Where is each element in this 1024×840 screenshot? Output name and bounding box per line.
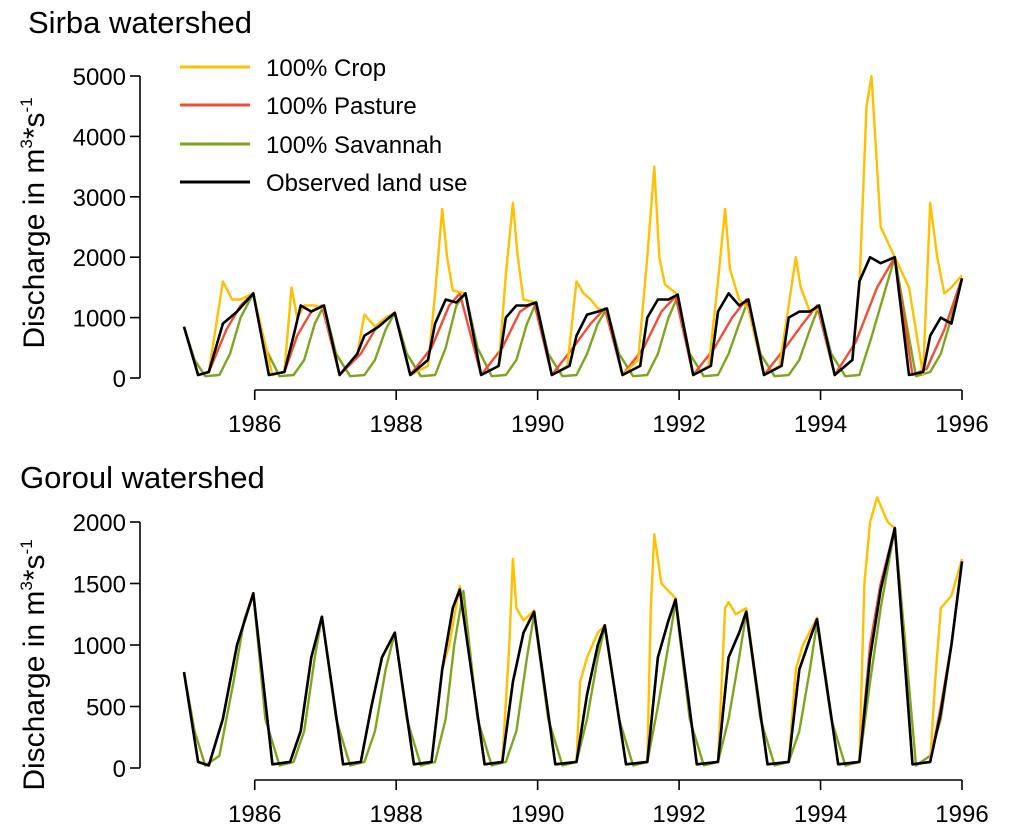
sirba-x-tick-label: 1992 xyxy=(652,411,705,438)
sirba-plot-area xyxy=(182,74,964,378)
sirba-y-tick-label: 5000 xyxy=(73,64,126,91)
legend-label-pasture: 100% Pasture xyxy=(266,93,417,120)
goroul-ylabel-base: Discharge in m xyxy=(18,591,51,791)
sirba-y-tick-label: 3000 xyxy=(73,185,126,212)
goroul-plot-area xyxy=(182,496,964,767)
goroul-y-tick-label: 500 xyxy=(86,695,126,722)
goroul-panel-title: Goroul watershed xyxy=(20,460,265,495)
goroul-ylabel-sup2: -1 xyxy=(17,539,36,554)
sirba-panel-title: Sirba watershed xyxy=(28,5,252,40)
sirba-x-tick-label: 1990 xyxy=(511,411,564,438)
goroul-y-axis-label: Discharge in m3*s-1 xyxy=(17,539,51,790)
sirba-panel: Sirba watershed Discharge in m3*s-1 0 100… xyxy=(17,5,989,438)
goroul-x-tick-label: 1996 xyxy=(935,801,988,828)
sirba-y-tick-label: 1000 xyxy=(73,306,126,333)
legend-label-savannah: 100% Savannah xyxy=(266,132,442,159)
legend-label-observed: Observed land use xyxy=(266,170,467,197)
sirba-y-tick-label: 4000 xyxy=(73,124,126,151)
goroul-y-tick-label: 2000 xyxy=(73,510,126,537)
goroul-axes: 0 500 1000 1500 2000 1986 1988 1990 1992 1994 1996 xyxy=(73,510,989,828)
sirba-ylabel-mid: *s xyxy=(18,112,51,139)
sirba-ylabel-base: Discharge in m xyxy=(18,149,51,349)
sirba-axes: 0 1000 2000 3000 4000 5000 1986 1988 1990 1992 199… xyxy=(73,64,989,438)
sirba-x-tick-label: 1996 xyxy=(935,411,988,438)
sirba-ylabel-sup2: -1 xyxy=(17,97,36,112)
legend: 100% Crop 100% Pasture 100% Savannah Obs… xyxy=(180,55,467,197)
sirba-x-tick-label: 1994 xyxy=(794,411,847,438)
goroul-x-tick-label: 1986 xyxy=(228,801,281,828)
goroul-x-tick-label: 1992 xyxy=(652,801,705,828)
sirba-x-tick-label: 1986 xyxy=(228,411,281,438)
sirba-ylabel-sup1: 3 xyxy=(17,139,36,148)
sirba-y-tick-label: 0 xyxy=(113,366,126,393)
goroul-y-tick-label: 1500 xyxy=(73,572,126,599)
goroul-y-tick-label: 0 xyxy=(113,756,126,783)
goroul-y-tick-label: 1000 xyxy=(73,633,126,660)
goroul-x-tick-label: 1990 xyxy=(511,801,564,828)
sirba-y-tick-label: 2000 xyxy=(73,245,126,272)
goroul-panel: Goroul watershed Discharge in m3*s-1 0 50… xyxy=(17,460,989,828)
goroul-ylabel-mid: *s xyxy=(18,554,51,581)
sirba-series-observed xyxy=(182,255,964,377)
goroul-x-tick-label: 1988 xyxy=(369,801,422,828)
goroul-ylabel-sup1: 3 xyxy=(17,581,36,590)
legend-label-crop: 100% Crop xyxy=(266,55,386,82)
sirba-x-tick-label: 1988 xyxy=(369,411,422,438)
sirba-y-axis-label: Discharge in m3*s-1 xyxy=(17,97,51,348)
goroul-x-tick-label: 1994 xyxy=(794,801,847,828)
goroul-series-observed xyxy=(182,526,964,767)
